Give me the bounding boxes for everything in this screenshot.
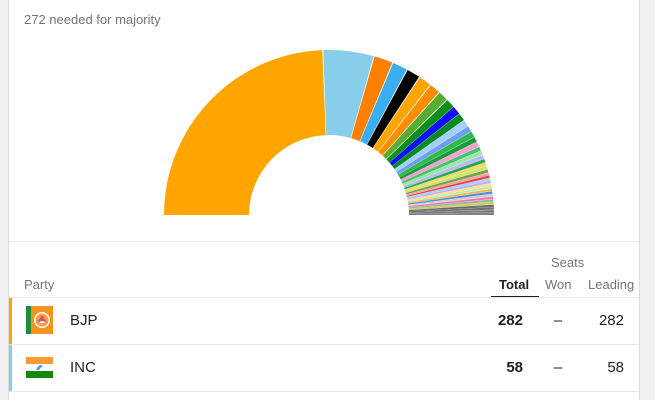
party-color-bar <box>9 345 12 391</box>
total-column-header[interactable]: Total <box>499 277 530 292</box>
seat-segment[interactable] <box>398 131 475 178</box>
seat-segment[interactable] <box>408 201 494 210</box>
results-card: 272 needed for majority Seats Party Tota… <box>8 0 640 400</box>
party-name: INC <box>70 359 96 376</box>
seat-hemicycle-chart <box>164 49 494 216</box>
seat-segment[interactable] <box>396 126 472 175</box>
won-seats: – <box>553 312 563 329</box>
seat-segment[interactable] <box>367 69 420 148</box>
party-color-bar <box>9 298 12 344</box>
total-seats: 282 <box>497 312 523 329</box>
party-row-inc[interactable]: INC 58 – 58 <box>9 345 639 391</box>
leading-column-header[interactable]: Leading <box>588 277 635 292</box>
seat-segment[interactable] <box>406 172 490 196</box>
seat-segment[interactable] <box>408 204 494 212</box>
seat-segment[interactable] <box>400 141 480 182</box>
seat-segment[interactable] <box>399 137 477 180</box>
seat-segment[interactable] <box>408 199 494 209</box>
seat-segment[interactable] <box>406 175 490 197</box>
total-seats: 58 <box>506 359 523 376</box>
seat-segment[interactable] <box>407 180 491 200</box>
row-divider <box>9 391 639 392</box>
won-column-header[interactable]: Won <box>545 277 572 292</box>
row-divider <box>9 344 639 345</box>
seat-segment[interactable] <box>408 212 494 215</box>
seat-segment[interactable] <box>378 85 440 156</box>
seat-segment-bjp[interactable] <box>164 50 326 216</box>
seat-segment[interactable] <box>386 100 454 163</box>
seat-segment[interactable] <box>408 209 494 214</box>
seat-segment[interactable] <box>389 106 460 166</box>
seat-segment[interactable] <box>402 150 483 186</box>
leading-seats: 282 <box>598 312 624 329</box>
seat-segment[interactable] <box>407 183 492 201</box>
seat-segment[interactable] <box>394 120 468 172</box>
seat-segment[interactable] <box>408 196 494 208</box>
seat-segment[interactable] <box>392 113 464 169</box>
won-seats: – <box>553 359 563 376</box>
seat-segment[interactable] <box>407 188 493 204</box>
seat-segment[interactable] <box>408 207 494 213</box>
seat-segment[interactable] <box>403 154 485 188</box>
seat-segment[interactable] <box>405 165 488 193</box>
seats-group-header: Seats <box>551 255 585 270</box>
party-column-header: Party <box>24 277 55 292</box>
seat-segment[interactable] <box>405 169 489 195</box>
header-divider <box>9 297 639 298</box>
seat-segment[interactable] <box>408 193 493 206</box>
section-divider <box>9 241 639 242</box>
seat-segment[interactable] <box>382 92 447 159</box>
bjp-flag-icon <box>26 306 53 334</box>
seat-segment[interactable] <box>408 191 493 205</box>
inc-flag-icon <box>26 353 53 381</box>
seat-segment[interactable] <box>351 56 393 142</box>
leading-seats: 58 <box>607 359 624 376</box>
seat-segment[interactable] <box>373 77 431 152</box>
party-name: BJP <box>70 312 98 329</box>
seat-segment[interactable] <box>407 185 492 203</box>
seat-segment[interactable] <box>360 62 407 145</box>
seat-segment[interactable] <box>404 162 487 192</box>
seat-segment[interactable] <box>401 146 481 184</box>
seat-segment[interactable] <box>406 178 491 199</box>
seat-segment[interactable] <box>404 159 486 190</box>
seat-segment-inc[interactable] <box>323 49 374 138</box>
majority-note: 272 needed for majority <box>24 12 161 27</box>
party-row-bjp[interactable]: BJP 282 – 282 <box>9 298 639 344</box>
